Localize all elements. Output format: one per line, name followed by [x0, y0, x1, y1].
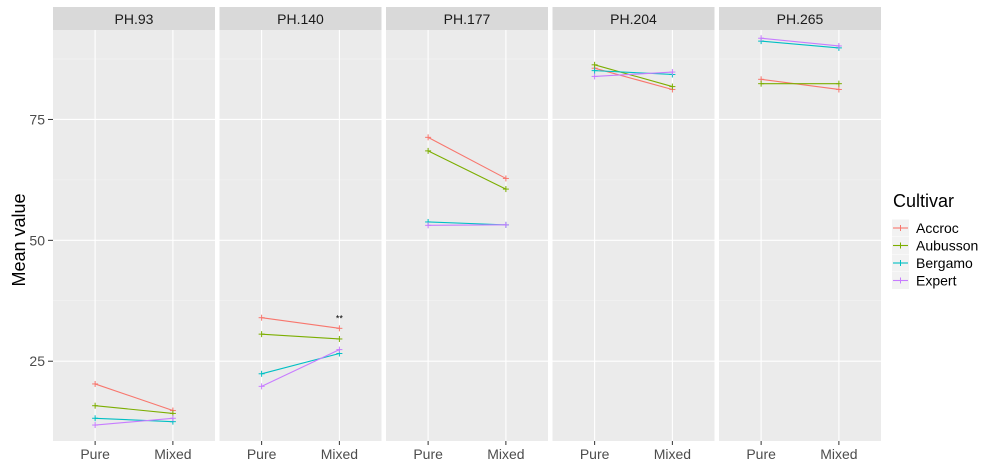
data-point-accroc: [336, 325, 343, 332]
facet-panel-ph-265: PH.265 Pure Mixed: [719, 7, 881, 462]
legend-key-bergamo: [892, 254, 909, 272]
data-point-bergamo: [258, 370, 265, 377]
series-line-bergamo: [95, 417, 173, 423]
legend-label-expert: Expert: [916, 273, 957, 289]
x-tick-label: Pure: [580, 446, 610, 462]
facet-strip-label: PH.177: [444, 11, 491, 27]
x-tick-label: Mixed: [321, 446, 358, 462]
legend-label-bergamo: Bergamo: [916, 255, 973, 271]
series-line-accroc: [261, 317, 340, 329]
series-line-bergamo: [428, 221, 506, 226]
y-tick-label: 50: [29, 232, 45, 248]
data-point-expert: [169, 415, 176, 422]
facet-strip: [552, 7, 715, 30]
x-tick-label: Pure: [413, 446, 443, 462]
series-line-expert: [95, 417, 173, 426]
facet-strip: [219, 7, 382, 30]
series-line-aubusson: [594, 64, 673, 88]
data-point-expert: [669, 69, 676, 76]
legend-label-accroc: Accroc: [916, 220, 959, 236]
series-line-expert: [261, 349, 340, 387]
series-line-expert: [594, 71, 673, 77]
facet-panel-ph-204: PH.204 Pure Mixed: [552, 7, 715, 462]
data-point-bergamo: [92, 415, 99, 422]
facet-strip: [53, 7, 215, 30]
facet-strip-label: PH.140: [277, 11, 324, 27]
data-point-expert: [591, 73, 598, 80]
data-point-aubusson: [669, 83, 676, 90]
series-line-accroc: [427, 136, 507, 179]
data-point-aubusson: [758, 80, 765, 87]
data-point-aubusson: [425, 147, 432, 154]
legend-label-aubusson: Aubusson: [916, 238, 978, 254]
panel-background: [552, 30, 715, 441]
data-point-aubusson: [336, 335, 343, 342]
facet-panel-ph-177: PH.177 Pure Mixed: [386, 7, 548, 462]
significance-annotation: **: [336, 314, 344, 324]
facet-panel-ph-140: PH.140 Pure Mixed **: [219, 7, 382, 462]
series-line-accroc: [94, 383, 174, 412]
legend-key-accroc: [892, 219, 909, 237]
y-axis-title: Mean value: [9, 193, 29, 286]
data-point-expert: [758, 35, 765, 42]
data-point-accroc: [502, 175, 509, 182]
series-line-aubusson: [427, 150, 507, 190]
data-point-expert: [336, 346, 343, 353]
data-point-expert: [258, 383, 265, 390]
data-point-expert: [835, 42, 842, 49]
panel-background: [53, 30, 215, 441]
series-line-bergamo: [261, 352, 340, 375]
data-point-expert: [425, 222, 432, 229]
facet-strip: [719, 7, 881, 30]
data-point-aubusson: [258, 331, 265, 338]
x-tick-label: Pure: [746, 446, 776, 462]
series-line-bergamo: [761, 40, 839, 49]
x-tick-label: Pure: [247, 446, 277, 462]
legend-key-expert: [892, 272, 909, 289]
series-line-expert: [761, 37, 839, 47]
y-tick-label: 75: [29, 111, 45, 127]
facet-strip-label: PH.265: [777, 11, 824, 27]
data-point-aubusson: [92, 402, 99, 409]
series-line-aubusson: [261, 333, 340, 340]
y-tick-label: 25: [29, 353, 45, 369]
data-point-aubusson: [591, 61, 598, 68]
data-point-expert: [92, 422, 99, 429]
data-point-accroc: [258, 314, 265, 321]
facet-strip-label: PH.93: [115, 11, 154, 27]
legend-key-aubusson: [892, 237, 909, 254]
panel-background: [719, 30, 881, 441]
data-point-bergamo: [591, 67, 598, 74]
data-point-aubusson: [835, 80, 842, 87]
series-line-aubusson: [95, 405, 173, 414]
data-point-accroc: [835, 86, 842, 93]
facet-strip-label: PH.204: [610, 11, 657, 27]
x-tick-label: Mixed: [654, 446, 691, 462]
data-point-accroc: [425, 134, 432, 141]
panel-background: [386, 30, 548, 441]
data-point-accroc: [92, 380, 99, 387]
x-tick-label: Pure: [80, 446, 110, 462]
panel-background: [219, 30, 382, 441]
series-line-bergamo: [594, 70, 673, 76]
x-tick-label: Mixed: [820, 446, 857, 462]
facet-strip: [386, 7, 548, 30]
facet-panel-ph-93: PH.93 Pure Mixed: [53, 7, 215, 462]
x-tick-label: Mixed: [154, 446, 191, 462]
legend-title: Cultivar: [893, 191, 954, 211]
data-point-aubusson: [502, 186, 509, 193]
x-tick-label: Mixed: [487, 446, 524, 462]
data-point-expert: [502, 221, 509, 228]
series-line-accroc: [761, 78, 839, 91]
